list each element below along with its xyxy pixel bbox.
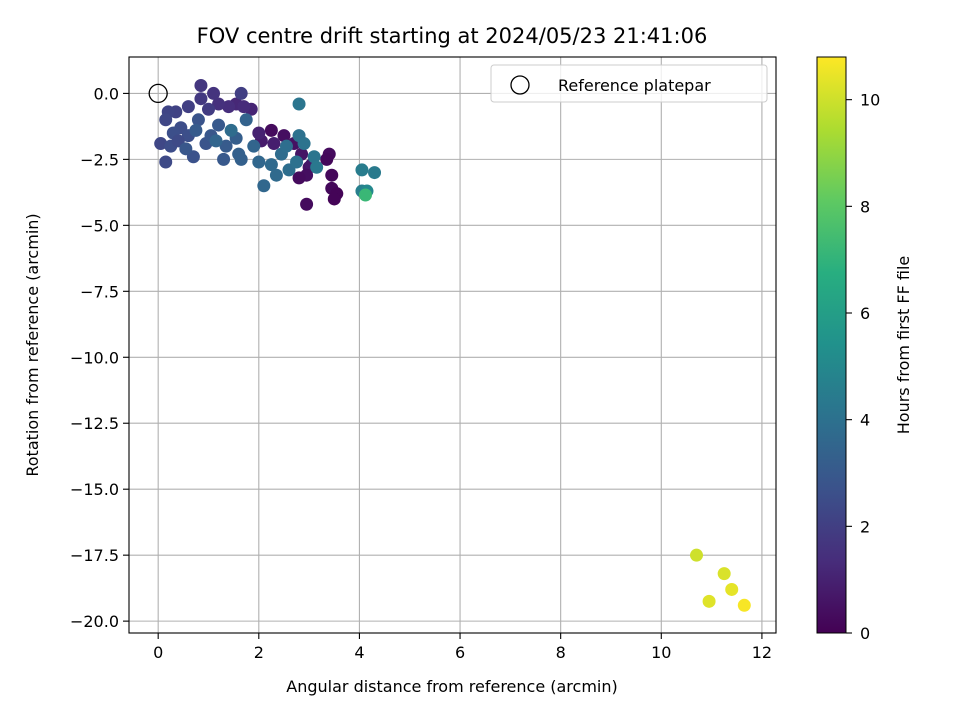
data-point — [234, 152, 248, 166]
colorbar-tick-label: 0 — [860, 624, 870, 643]
data-point — [310, 160, 324, 174]
x-tick-label: 0 — [153, 643, 163, 662]
data-point — [159, 113, 173, 127]
y-tick-label: −10.0 — [70, 348, 119, 367]
data-point — [252, 155, 266, 169]
data-point — [327, 192, 341, 206]
colorbar — [816, 56, 847, 634]
y-tick-label: −5.0 — [80, 216, 119, 235]
colorbar-label: Hours from first FF file — [894, 256, 913, 435]
data-point — [292, 97, 306, 111]
chart-title: FOV centre drift starting at 2024/05/23 … — [197, 24, 708, 48]
colorbar-tick-label: 6 — [860, 304, 870, 323]
data-point — [207, 86, 221, 100]
scatter-points — [154, 78, 751, 612]
plot-frame — [128, 56, 777, 634]
colorbar-tick-label: 10 — [860, 91, 880, 110]
colorbar-tick-label: 2 — [860, 517, 870, 536]
data-point — [264, 158, 278, 172]
y-tick-label: −12.5 — [70, 414, 119, 433]
y-axis-label: Rotation from reference (arcmin) — [23, 213, 42, 476]
data-point — [297, 137, 311, 151]
reference-marker — [148, 83, 168, 104]
data-point — [209, 134, 223, 148]
data-point — [191, 113, 205, 127]
data-point — [154, 137, 168, 151]
data-point — [737, 598, 751, 612]
data-point — [247, 139, 261, 153]
data-point — [224, 123, 238, 137]
data-point — [237, 100, 251, 114]
data-point — [219, 139, 233, 153]
x-tick-label: 8 — [556, 643, 566, 662]
x-tick-label: 2 — [254, 643, 264, 662]
data-point — [279, 139, 293, 153]
data-point — [717, 567, 731, 581]
data-point — [264, 123, 278, 137]
data-point — [277, 129, 291, 143]
data-point — [212, 97, 226, 111]
data-point — [320, 152, 334, 166]
data-point — [239, 113, 253, 127]
data-point — [269, 168, 283, 182]
data-point — [201, 102, 215, 116]
data-point — [189, 123, 203, 137]
y-tick-label: −7.5 — [80, 282, 119, 301]
data-point — [234, 86, 248, 100]
data-point — [725, 582, 739, 596]
data-point — [292, 171, 306, 185]
data-point — [181, 100, 195, 114]
data-point — [194, 78, 208, 92]
y-axis-ticks: 0.0 −2.5 −5.0 −7.5 −10.0 −12.5 −15.0 −17.5 −20.0 — [70, 84, 129, 631]
x-axis-label: Angular distance from reference (arcmin) — [286, 677, 617, 696]
data-point — [252, 126, 266, 140]
x-tick-label: 6 — [455, 643, 465, 662]
data-point — [194, 92, 208, 106]
y-tick-label: −17.5 — [70, 546, 119, 565]
legend-label: Reference platepar — [558, 76, 711, 95]
colorbar-tick-label: 8 — [860, 197, 870, 216]
data-point — [690, 548, 704, 562]
data-point — [290, 155, 304, 169]
data-point — [355, 163, 369, 177]
data-point — [212, 118, 226, 132]
y-tick-label: −2.5 — [80, 150, 119, 169]
data-point — [179, 142, 193, 156]
data-point — [368, 166, 382, 180]
data-point — [222, 100, 236, 114]
y-tick-label: −15.0 — [70, 480, 119, 499]
data-point — [267, 137, 281, 151]
y-tick-label: 0.0 — [94, 84, 119, 103]
data-point — [257, 179, 271, 193]
data-point — [358, 188, 372, 202]
x-tick-label: 12 — [752, 643, 772, 662]
x-tick-label: 4 — [354, 643, 364, 662]
legend-box — [490, 64, 768, 103]
reference-point — [148, 83, 168, 104]
data-point — [300, 197, 314, 211]
x-tick-label: 10 — [651, 643, 671, 662]
y-tick-label: −20.0 — [70, 612, 119, 631]
data-point — [307, 150, 321, 164]
data-point — [217, 152, 231, 166]
legend: Reference platepar — [490, 64, 768, 103]
data-point — [325, 168, 339, 182]
x-axis-ticks: 0 2 4 6 8 10 12 — [153, 633, 772, 662]
data-point — [159, 155, 173, 169]
legend-marker — [510, 75, 530, 95]
data-point — [702, 594, 716, 608]
colorbar-ticks: 0 2 4 6 8 10 — [846, 91, 880, 643]
colorbar-tick-label: 4 — [860, 411, 870, 430]
